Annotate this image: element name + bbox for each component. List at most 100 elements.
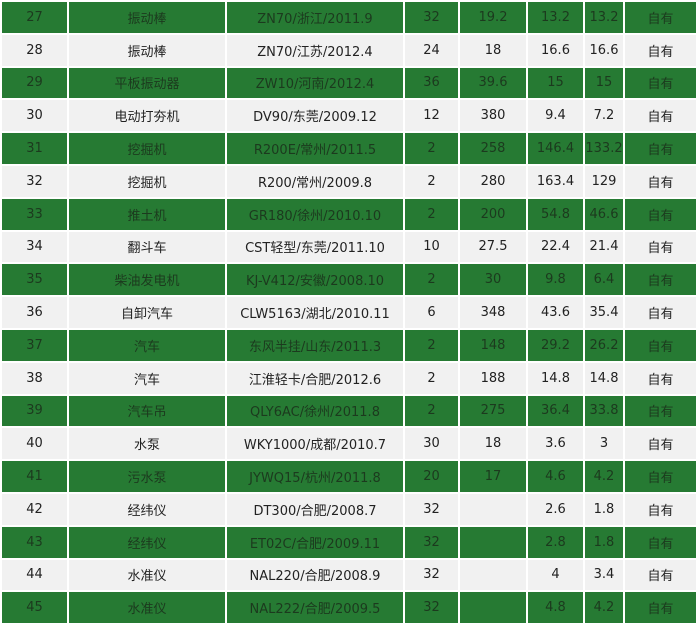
table-cell: 26.2 [583, 327, 625, 363]
table-cell: 自卸汽车 [67, 295, 227, 330]
table-row: 27 振动棒 ZN70/浙江/2011.9 32 19.2 13.2 13.2 自有 [0, 0, 698, 35]
table-cell: 自有 [623, 295, 698, 330]
table-cell: 258 [458, 131, 528, 166]
table-cell: 2 [403, 196, 460, 232]
table-cell: 汽车 [67, 360, 227, 396]
table-cell: 22.4 [526, 229, 585, 265]
table-cell: 17 [458, 459, 528, 494]
table-cell: NAL220/合肥/2008.9 [225, 557, 405, 593]
table-row: 36 自卸汽车 CLW5163/湖北/2010.11 6 348 43.6 35.4 自有 [0, 295, 698, 330]
table-cell [458, 491, 528, 527]
table-row: 34 翻斗车 CST轻型/东莞/2011.10 10 27.5 22.4 21.4 自有 [0, 229, 698, 265]
table-cell: NAL222/合肥/2009.5 [225, 590, 405, 626]
table-cell: 6 [403, 295, 460, 330]
table-row: 30 电动打夯机 DV90/东莞/2009.12 12 380 9.4 7.2 自有 [0, 98, 698, 134]
table-cell: 2 [403, 163, 460, 199]
table-cell: 13.2 [526, 0, 585, 35]
table-cell: 32 [0, 163, 69, 199]
table-cell: 20 [403, 459, 460, 494]
table-cell: 21.4 [583, 229, 625, 265]
table-cell: 38 [0, 360, 69, 396]
table-cell: 自有 [623, 0, 698, 35]
table-cell: 18 [458, 426, 528, 462]
table-cell: 自有 [623, 262, 698, 298]
table-cell: 30 [0, 98, 69, 134]
table-cell: 振动棒 [67, 32, 227, 68]
table-cell: 挖掘机 [67, 163, 227, 199]
table-row: 31 挖掘机 R200E/常州/2011.5 2 258 146.4 133.2 自有 [0, 131, 698, 166]
table-cell: 43 [0, 524, 69, 560]
table-cell: 200 [458, 196, 528, 232]
table-cell: 自有 [623, 491, 698, 527]
table-cell: 32 [403, 0, 460, 35]
table-cell: 46.6 [583, 196, 625, 232]
table-cell: 16.6 [526, 32, 585, 68]
table-cell: 2 [403, 360, 460, 396]
table-cell: 2 [403, 393, 460, 429]
table-cell: 自有 [623, 360, 698, 396]
table-cell: 44 [0, 557, 69, 593]
table-cell: 3.6 [526, 426, 585, 462]
table-cell: 汽车 [67, 327, 227, 363]
table-row: 41 污水泵 JYWQ15/杭州/2011.8 20 17 4.6 4.2 自有 [0, 459, 698, 494]
table-cell: 自有 [623, 32, 698, 68]
table-cell: 4.8 [526, 590, 585, 626]
table-cell: 自有 [623, 163, 698, 199]
table-cell: 平板振动器 [67, 65, 227, 101]
table-cell: 29.2 [526, 327, 585, 363]
table-cell: 6.4 [583, 262, 625, 298]
table-cell: 10 [403, 229, 460, 265]
table-cell: 34 [0, 229, 69, 265]
table-cell: 30 [403, 426, 460, 462]
table-cell: 40 [0, 426, 69, 462]
table-cell: 柴油发电机 [67, 262, 227, 298]
table-cell: ZW10/河南/2012.4 [225, 65, 405, 101]
table-cell: 推土机 [67, 196, 227, 232]
table-cell: 自有 [623, 196, 698, 232]
table-cell: 30 [458, 262, 528, 298]
table-cell: 35 [0, 262, 69, 298]
table-cell: 18 [458, 32, 528, 68]
table-cell: 4 [526, 557, 585, 593]
table-cell: DT300/合肥/2008.7 [225, 491, 405, 527]
table-row: 35 柴油发电机 KJ-V412/安徽/2008.10 2 30 9.8 6.4 自有 [0, 262, 698, 298]
table-cell: 29 [0, 65, 69, 101]
table-cell: ZN70/江苏/2012.4 [225, 32, 405, 68]
table-cell: 12 [403, 98, 460, 134]
table-row: 38 汽车 江淮轻卡/合肥/2012.6 2 188 14.8 14.8 自有 [0, 360, 698, 396]
table-cell: WKY1000/成都/2010.7 [225, 426, 405, 462]
table-cell: 33.8 [583, 393, 625, 429]
table-row: 45 水准仪 NAL222/合肥/2009.5 32 4.8 4.2 自有 [0, 590, 698, 626]
table-cell [458, 524, 528, 560]
table-cell: 37 [0, 327, 69, 363]
table-cell: 2 [403, 327, 460, 363]
table-cell: 自有 [623, 459, 698, 494]
table-cell [458, 590, 528, 626]
table-cell: 13.2 [583, 0, 625, 35]
table-cell: 4.2 [583, 590, 625, 626]
table-cell: 275 [458, 393, 528, 429]
table-cell: ZN70/浙江/2011.9 [225, 0, 405, 35]
table-cell: 39.6 [458, 65, 528, 101]
table-cell: 自有 [623, 65, 698, 101]
table-cell: 15 [583, 65, 625, 101]
table-cell: 24 [403, 32, 460, 68]
table-cell: 自有 [623, 557, 698, 593]
table-cell: 41 [0, 459, 69, 494]
table-cell: 42 [0, 491, 69, 527]
table-cell [458, 557, 528, 593]
table-row: 33 推土机 GR180/徐州/2010.10 2 200 54.8 46.6 自有 [0, 196, 698, 232]
table-cell: 经纬仪 [67, 491, 227, 527]
table-cell: 348 [458, 295, 528, 330]
table-cell: 31 [0, 131, 69, 166]
table-cell: 32 [403, 557, 460, 593]
table-cell: R200E/常州/2011.5 [225, 131, 405, 166]
table-cell: 280 [458, 163, 528, 199]
table-cell: 4.6 [526, 459, 585, 494]
table-cell: 水准仪 [67, 590, 227, 626]
table-cell: 3.4 [583, 557, 625, 593]
table-cell: 污水泵 [67, 459, 227, 494]
table-cell: 江淮轻卡/合肥/2012.6 [225, 360, 405, 396]
